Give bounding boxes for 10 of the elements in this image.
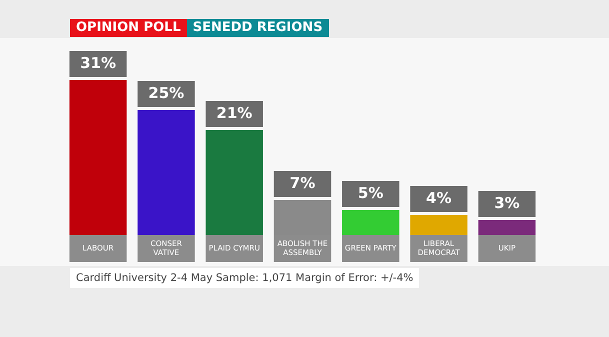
data-label: 21% xyxy=(216,104,252,122)
data-label: 3% xyxy=(494,194,520,212)
data-label: 4% xyxy=(426,188,452,207)
data-label: 7% xyxy=(290,174,316,192)
text: Cardiff University 2-4 May Sample: 1,071 Margin of Error: +/-4% xyxy=(70,268,420,288)
data-label: 5% xyxy=(358,184,384,202)
data-label: 31% xyxy=(80,54,116,72)
chart-title: OPINION POLL xyxy=(70,19,187,37)
chart-subtitle: SENEDD REGIONS xyxy=(186,19,329,37)
data-label: 25% xyxy=(148,84,184,102)
